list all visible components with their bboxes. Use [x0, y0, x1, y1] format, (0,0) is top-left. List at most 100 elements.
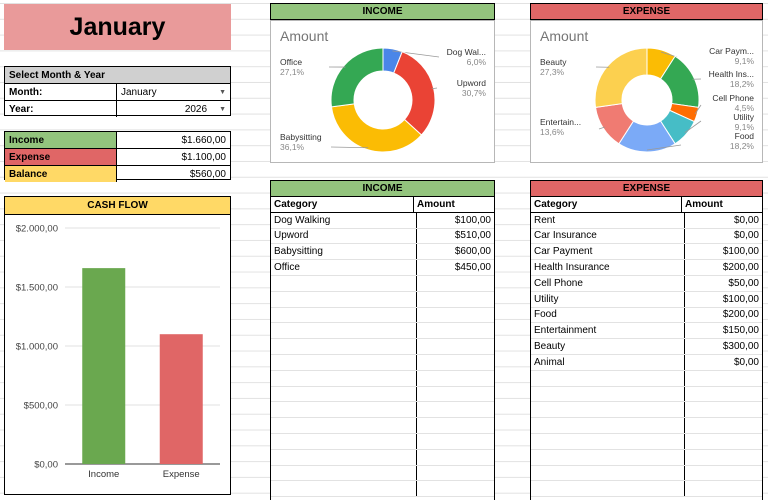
amount-cell	[417, 418, 494, 433]
income-table: Category Amount Dog Walking $100,00 Upword…	[270, 197, 495, 500]
slice-label: Health Ins...	[709, 69, 754, 79]
category-cell	[271, 449, 417, 465]
income-table-head-row: Category Amount	[271, 197, 494, 213]
slice-label: Babysitting	[280, 132, 322, 142]
expense-label: Expense	[5, 149, 117, 165]
category-cell: Health Insurance	[531, 260, 685, 275]
table-row	[271, 433, 494, 450]
category-cell	[531, 418, 685, 433]
income-table-header: INCOME	[270, 180, 495, 197]
table-row	[531, 433, 762, 450]
table-row	[531, 465, 762, 482]
amount-cell: $510,00	[454, 230, 491, 242]
category-cell	[531, 402, 685, 418]
slice-percent: 18,2%	[730, 79, 755, 89]
category-cell: Entertainment	[531, 323, 685, 339]
income-label: Income	[5, 132, 117, 148]
year-dropdown[interactable]: 2026 ▼	[117, 101, 230, 117]
slice-percent: 9,1%	[735, 122, 755, 132]
amount-cell	[417, 402, 494, 417]
month-row: Month: January ▼	[5, 84, 230, 101]
amount-cell: $300,00	[722, 341, 759, 353]
slice-percent: 4,5%	[735, 103, 755, 113]
pie-slice[interactable]	[594, 47, 648, 108]
bar-expense[interactable]	[159, 334, 203, 464]
slice-percent: 18,2%	[730, 141, 755, 151]
category-cell	[271, 291, 417, 307]
amount-cell: $0,00	[733, 230, 759, 242]
table-row	[531, 481, 762, 498]
category-cell: Car Payment	[531, 244, 685, 260]
table-row	[271, 354, 494, 371]
summary-table: Income $1.660,00 Expense $1.100,00 Balan…	[4, 131, 231, 182]
amount-cell	[417, 308, 494, 323]
leader-line	[431, 87, 438, 90]
table-row: Rent $0,00	[531, 212, 762, 229]
amount-cell: $100,00	[722, 246, 759, 258]
amount-cell: $450,00	[454, 262, 491, 274]
table-row	[531, 402, 762, 419]
table-row	[271, 481, 494, 498]
expense-pie-header: EXPENSE	[530, 3, 763, 20]
select-header: Select Month & Year	[9, 69, 105, 81]
amount-cell	[685, 371, 762, 386]
category-cell	[531, 481, 685, 497]
amount-cell	[417, 387, 494, 402]
expense-table-body: Rent $0,00 Car Insurance $0,00 Car Payment $1…	[531, 212, 762, 498]
cashflow-panel: CASH FLOW $0,00 $500,00 $1.000,00 $1.500,00…	[4, 196, 231, 495]
category-cell	[271, 323, 417, 339]
category-cell: Babysitting	[271, 244, 417, 260]
cashflow-chart[interactable]: $0,00 $500,00 $1.000,00 $1.500,00 $2.000,00 I…	[5, 215, 230, 495]
table-row: Entertainment $150,00	[531, 323, 762, 340]
category-cell	[271, 307, 417, 323]
category-cell	[271, 386, 417, 402]
income-col-amount: Amount	[417, 198, 455, 210]
amount-cell: $50,00	[728, 277, 759, 289]
pie-title: Amount	[540, 28, 588, 44]
table-row	[271, 465, 494, 482]
table-row	[271, 402, 494, 419]
amount-cell	[685, 418, 762, 433]
summary-row-balance: Balance $560,00	[5, 166, 230, 182]
amount-cell: $200,00	[722, 309, 759, 321]
table-row	[271, 370, 494, 387]
pie-slice[interactable]	[330, 103, 423, 153]
month-value: January	[121, 86, 157, 98]
slice-percent: 6,0%	[467, 57, 487, 67]
pie-slice[interactable]	[393, 51, 436, 136]
year-value: 2026	[184, 103, 208, 115]
category-cell	[271, 402, 417, 418]
amount-cell	[417, 371, 494, 386]
y-tick-label: $1.000,00	[16, 342, 58, 353]
amount-cell	[685, 481, 762, 496]
amount-cell	[417, 276, 494, 291]
y-tick-label: $500,00	[24, 401, 58, 412]
slice-percent: 27,3%	[540, 67, 565, 77]
table-row	[531, 370, 762, 387]
bar-income[interactable]	[82, 268, 126, 464]
x-tick-label: Expense	[163, 469, 200, 480]
income-pie-card: Amount Dog Wal... 6,0% Upword 30,7% Babysitti…	[270, 20, 495, 163]
table-row: Health Insurance $200,00	[531, 260, 762, 276]
table-row	[531, 449, 762, 466]
category-cell	[271, 465, 417, 481]
category-cell	[271, 275, 417, 291]
table-row	[271, 275, 494, 292]
slice-label: Car Paym...	[709, 46, 754, 56]
category-cell: Upword	[271, 228, 417, 244]
table-row	[271, 291, 494, 308]
table-row	[271, 339, 494, 355]
category-cell	[271, 370, 417, 386]
pie-slice[interactable]	[330, 47, 384, 108]
balance-label: Balance	[5, 166, 117, 182]
category-cell	[531, 433, 685, 449]
month-dropdown[interactable]: January ▼	[117, 84, 230, 100]
table-row: Babysitting $600,00	[271, 244, 494, 261]
leader-line	[684, 120, 702, 134]
category-cell	[531, 386, 685, 402]
amount-cell	[685, 450, 762, 465]
category-cell	[271, 433, 417, 449]
amount-cell	[417, 323, 494, 338]
